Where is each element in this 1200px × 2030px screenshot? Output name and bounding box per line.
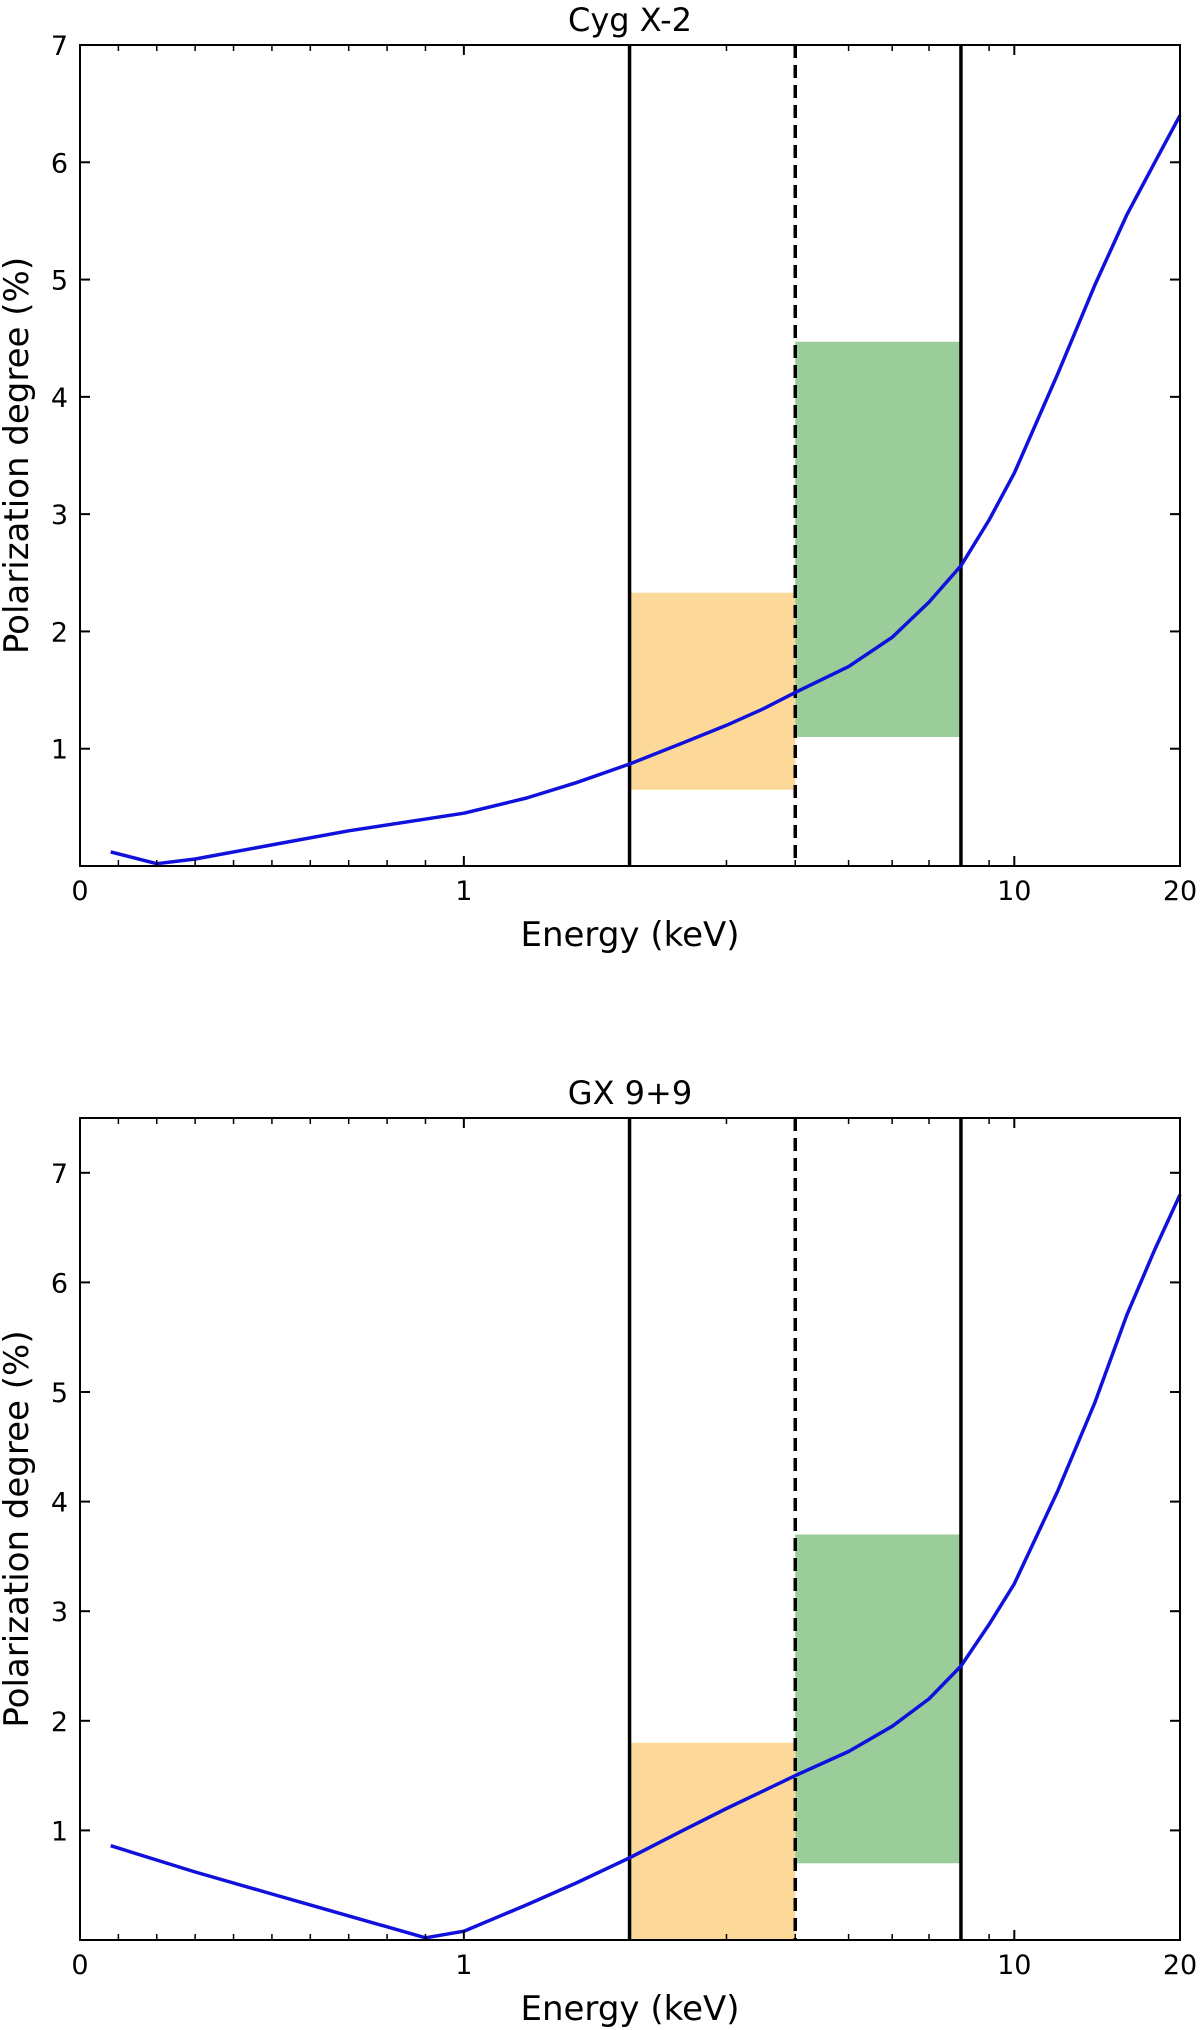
green-band bbox=[795, 341, 961, 737]
orange-band bbox=[629, 592, 796, 790]
x-tick-label: 1 bbox=[455, 876, 472, 907]
y-tick-label: 2 bbox=[51, 617, 68, 648]
y-tick-label: 7 bbox=[51, 31, 68, 62]
orange-band bbox=[629, 1742, 796, 1940]
green-band bbox=[795, 1534, 961, 1864]
y-tick-label: 7 bbox=[51, 1159, 68, 1190]
y-axis-label: Polarization degree (%) bbox=[0, 1330, 37, 1727]
y-axis-label: Polarization degree (%) bbox=[0, 257, 37, 654]
x-tick-label: 0 bbox=[71, 876, 88, 907]
y-tick-label: 6 bbox=[51, 1268, 68, 1299]
y-tick-label: 5 bbox=[51, 1378, 68, 1409]
x-tick-label: 10 bbox=[997, 876, 1031, 907]
x-tick-label: 20 bbox=[1163, 876, 1197, 907]
y-tick-label: 1 bbox=[51, 1816, 68, 1847]
x-tick-label: 20 bbox=[1163, 1950, 1197, 1981]
y-tick-label: 6 bbox=[51, 148, 68, 179]
y-tick-label: 3 bbox=[51, 500, 68, 531]
x-axis-label: Energy (keV) bbox=[520, 1989, 739, 2029]
y-tick-label: 1 bbox=[51, 735, 68, 766]
y-tick-label: 4 bbox=[51, 1488, 68, 1519]
x-axis-label: Energy (keV) bbox=[520, 915, 739, 955]
chart-panel-2: 1 2 3 4 5 6 7 0 1 10 20 GX 9+9 Energy (keV) Polarizat… bbox=[0, 1074, 1197, 2029]
x-tick-label: 0 bbox=[71, 1950, 88, 1981]
polarization-curve bbox=[110, 1193, 1182, 1940]
y-tick-label: 2 bbox=[51, 1707, 68, 1738]
x-tick-label: 1 bbox=[455, 1950, 472, 1981]
chart-panel-1: 1 2 3 4 5 6 7 0 1 10 20 Cyg X-2 Energy (keV) Polariza… bbox=[0, 1, 1197, 955]
y-tick-label: 3 bbox=[51, 1597, 68, 1628]
chart-title: GX 9+9 bbox=[568, 1074, 692, 1112]
chart-title: Cyg X-2 bbox=[568, 1, 692, 39]
y-tick-label: 5 bbox=[51, 266, 68, 297]
polarization-curve bbox=[110, 114, 1182, 866]
x-tick-label: 10 bbox=[997, 1950, 1031, 1981]
y-tick-label: 4 bbox=[51, 383, 68, 414]
